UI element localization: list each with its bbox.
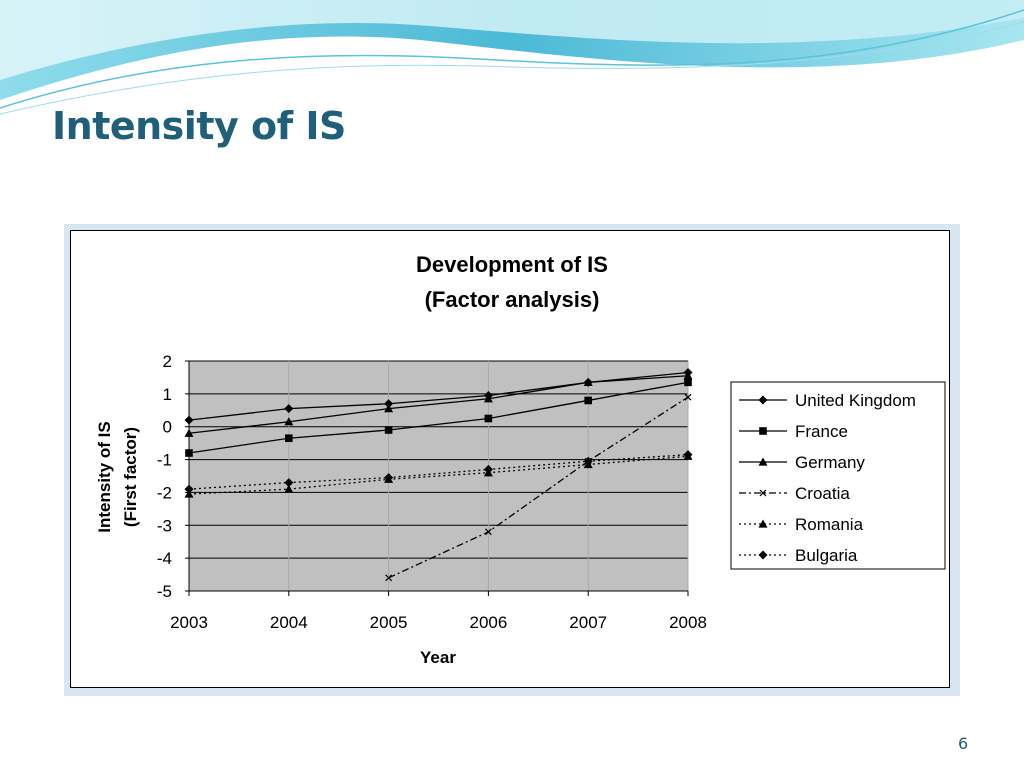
data-point-france (684, 378, 692, 387)
data-point-bulgaria (184, 484, 194, 494)
data-point-bulgaria (683, 450, 693, 460)
slide-title: Intensity of IS (52, 104, 346, 148)
data-point-romania (284, 484, 294, 493)
y-tick-label: -5 (157, 582, 172, 601)
data-point-bulgaria (583, 456, 593, 466)
chart-title: Development of IS (416, 252, 608, 277)
legend-item-france: France (739, 422, 848, 441)
legend-marker-france (759, 427, 767, 435)
y-axis-label-secondary: (First factor) (121, 427, 140, 527)
x-axis-label: Year (420, 648, 456, 667)
series-layer (184, 368, 693, 582)
data-point-bulgaria (384, 473, 394, 483)
legend-marker-germany (758, 457, 768, 466)
data-point-bulgaria (483, 464, 493, 474)
y-tick-label: -4 (157, 549, 172, 568)
data-point-croatia (684, 393, 692, 401)
legend-label-romania: Romania (795, 515, 864, 534)
x-tick-label: 2006 (469, 613, 507, 632)
data-point-croatia (484, 528, 492, 536)
y-tick-label: 2 (163, 352, 172, 371)
data-point-france (285, 434, 293, 443)
series-line-croatia (388, 396, 689, 579)
x-tick-label: 2003 (170, 613, 208, 632)
series-bulgaria (184, 450, 693, 494)
y-tick-label: 0 (163, 418, 172, 437)
legend: United Kingdom France Germany Croatia Romani… (739, 391, 916, 565)
series-france (185, 378, 692, 457)
legend-item-romania: Romania (739, 515, 864, 534)
data-point-france (185, 449, 193, 457)
series-germany (184, 371, 693, 437)
legend-label-united-kingdom: United Kingdom (795, 391, 916, 410)
x-tick-label: 2004 (270, 613, 308, 632)
data-point-united-kingdom (184, 415, 194, 425)
data-point-germany (384, 404, 394, 413)
legend-item-croatia: Croatia (739, 484, 850, 503)
page-number: 6 (958, 734, 969, 753)
data-point-germany (284, 417, 294, 426)
series-line-bulgaria (188, 453, 689, 490)
legend-item-germany: Germany (739, 453, 865, 472)
data-point-croatia (385, 574, 393, 582)
data-point-france (584, 396, 592, 405)
legend-marker-croatia (759, 489, 767, 497)
legend-label-bulgaria: Bulgaria (795, 546, 858, 565)
axes (185, 360, 689, 596)
y-tick-label: 1 (163, 385, 172, 404)
legend-marker-united-kingdom (758, 395, 768, 405)
x-marker-stroke (484, 528, 492, 536)
legend-marker-bulgaria (758, 550, 768, 560)
data-point-germany (184, 428, 194, 437)
tick-labels: 2 1 0 -1 -2 -3 -4 -5 2003 2004 2005 2006 2007 2008 (157, 352, 707, 632)
legend-label-croatia: Croatia (795, 484, 850, 503)
x-tick-label: 2005 (370, 613, 408, 632)
legend-label-france: France (795, 422, 848, 441)
header-wave-banner (0, 0, 1024, 115)
data-point-france (484, 414, 493, 423)
y-tick-label: -3 (157, 516, 172, 535)
data-point-united-kingdom (384, 399, 394, 409)
data-point-france (384, 426, 393, 434)
series-line-germany (188, 375, 689, 434)
y-tick-label: -2 (157, 483, 172, 502)
legend-item-bulgaria: Bulgaria (739, 546, 858, 565)
data-point-germany (583, 377, 593, 386)
x-tick-label: 2007 (569, 613, 607, 632)
data-point-bulgaria (284, 478, 294, 488)
y-tick-label: -1 (157, 451, 172, 470)
x-marker-stroke (385, 574, 393, 582)
data-point-germany (683, 371, 693, 380)
chart-subtitle: (Factor analysis) (425, 287, 600, 312)
series-line-france (188, 381, 689, 454)
data-point-united-kingdom (284, 404, 294, 414)
y-axis-label: Intensity of IS (95, 421, 114, 532)
x-tick-label: 2008 (669, 613, 707, 632)
x-marker-stroke (684, 393, 692, 401)
legend-box (730, 381, 946, 570)
legend-label-germany: Germany (795, 453, 865, 472)
data-point-germany (483, 394, 493, 403)
legend-marker-romania (758, 519, 768, 528)
series-line-romania (188, 455, 689, 495)
legend-item-united-kingdom: United Kingdom (739, 391, 916, 410)
x-marker-stroke (759, 489, 767, 497)
